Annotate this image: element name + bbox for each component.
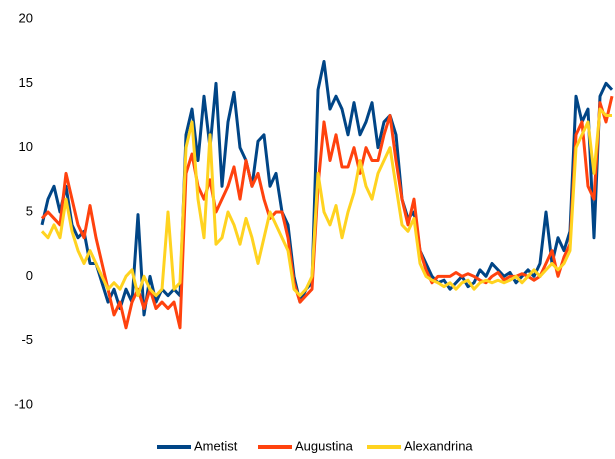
series-line [40,107,612,298]
y-tick-label: 20 [19,10,33,25]
y-tick-label: -10 [14,396,33,411]
legend-label: Alexandrina [404,438,473,453]
y-tick-label: 0 [26,268,33,283]
y-tick-label: -5 [21,332,33,347]
y-tick-label: 15 [19,75,33,90]
y-tick-label: 5 [26,203,33,218]
legend-label: Augustina [295,438,354,453]
legend-label: Ametist [194,438,238,453]
series-line [40,59,614,317]
y-tick-label: 10 [19,139,33,154]
